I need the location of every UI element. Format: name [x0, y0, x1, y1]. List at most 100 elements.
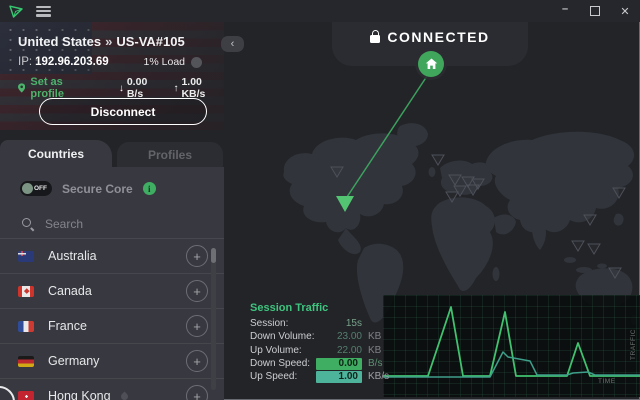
session-traffic-panel: Session Traffic Session: 15s Down Volume…	[250, 302, 396, 383]
map-arabia	[494, 214, 516, 235]
expand-plus-button[interactable]: +	[186, 245, 208, 267]
ip-value: 192.96.203.69	[35, 56, 109, 68]
traffic-label: Up Speed:	[250, 371, 298, 383]
country-name: Hong Kong	[48, 389, 111, 400]
set-as-profile-link[interactable]: Set as profile	[30, 76, 64, 100]
server-marker-icon	[612, 187, 626, 199]
info-icon[interactable]: i	[142, 182, 156, 195]
down-arrow-icon: ↓	[118, 82, 124, 94]
server-marker-icon	[461, 176, 475, 188]
tab-countries[interactable]: Countries	[0, 140, 112, 167]
map-africa	[431, 197, 495, 292]
world-map	[283, 69, 637, 325]
down-speed-value: 0.00 B/s	[126, 76, 148, 100]
traffic-label: Up Volume:	[250, 344, 302, 356]
country-name: Germany	[48, 354, 100, 368]
menu-hamburger-button[interactable]	[36, 5, 51, 17]
traffic-unit: B/s	[368, 358, 383, 370]
map-central-america	[338, 228, 361, 255]
up-speed-value: 1.00 KB/s	[181, 76, 206, 100]
traffic-unit: KB/s	[368, 371, 390, 383]
map-japan	[613, 213, 624, 226]
server-marker-icon	[608, 267, 622, 279]
tor-droplet-icon	[119, 391, 130, 400]
up-speed-badge: 1.00	[316, 370, 362, 383]
server-marker-icon	[466, 184, 480, 196]
graph-y-axis-label: TRAFFIC	[630, 329, 637, 360]
expand-plus-button[interactable]: +	[186, 385, 208, 400]
server-marker-icon	[583, 214, 597, 226]
expand-plus-button[interactable]: +	[186, 315, 208, 337]
search-input[interactable]	[43, 216, 197, 232]
country-row-hong-kong[interactable]: Hong Kong +	[0, 379, 224, 400]
country-row-australia[interactable]: Australia +	[0, 239, 224, 274]
load-text: 1% Load	[143, 56, 185, 68]
connected-country: United States	[18, 34, 102, 49]
lock-icon	[370, 30, 381, 43]
traffic-label: Session:	[250, 318, 289, 330]
server-marker-icon	[448, 174, 462, 186]
australia-flag-icon	[18, 250, 34, 262]
server-marker-icon	[453, 185, 467, 197]
traffic-label: Down Volume:	[250, 331, 315, 343]
scrollbar-thumb[interactable]	[211, 248, 216, 263]
connection-line	[344, 69, 432, 201]
download-speed: ↓ 0.00 B/s	[116, 76, 163, 100]
germany-flag-icon	[18, 355, 34, 367]
session-traffic-title: Session Traffic	[250, 302, 329, 314]
connected-server: US-VA#105	[116, 34, 185, 49]
flag-shade	[0, 22, 224, 130]
traffic-graph: TIME TRAFFIC	[383, 295, 640, 397]
traffic-value: 22.00	[336, 344, 362, 356]
traffic-row-up-volume: Up Volume: 22.00 KB	[250, 344, 396, 357]
server-marker-icon	[471, 178, 485, 190]
secure-core-row: OFF Secure Core i	[0, 167, 224, 210]
expand-plus-button[interactable]: +	[186, 350, 208, 372]
traffic-label: Down Speed:	[250, 358, 311, 370]
search-row	[0, 210, 224, 239]
map-north-america	[283, 133, 419, 233]
ip-line: IP: 192.96.203.69	[18, 56, 109, 68]
country-list-scrollbar[interactable]	[211, 248, 216, 390]
graph-series-down-traffic	[383, 306, 640, 377]
connection-status-text: CONNECTED	[387, 29, 490, 45]
traffic-value: 23.00	[336, 331, 362, 343]
sidebar: United States» US-VA#105 IP: 192.96.203.69…	[0, 22, 224, 400]
country-name: Canada	[48, 284, 92, 298]
map-madagascar	[492, 267, 500, 281]
minimize-button[interactable]: –	[561, 3, 569, 15]
secure-core-toggle[interactable]: OFF	[20, 181, 52, 196]
graph-series-up-traffic	[383, 351, 640, 378]
up-arrow-icon: ↑	[173, 82, 179, 94]
separator: »	[105, 34, 113, 49]
collapse-panel-button[interactable]: ‹	[221, 36, 244, 52]
country-name: Australia	[48, 249, 97, 263]
map-island	[597, 263, 607, 269]
connected-location-marker-icon	[336, 196, 354, 212]
home-icon	[425, 58, 437, 69]
traffic-graph-lines	[383, 306, 640, 378]
traffic-row-up-speed: Up Speed: 1.00 KB/s	[250, 370, 396, 383]
home-node-icon	[418, 51, 444, 77]
hong-kong-flag-icon	[18, 390, 34, 400]
server-marker-icon	[445, 191, 459, 203]
country-row-canada[interactable]: Canada +	[0, 274, 224, 309]
country-row-germany[interactable]: Germany +	[0, 344, 224, 379]
traffic-unit: KB	[368, 331, 382, 343]
country-row-france[interactable]: France +	[0, 309, 224, 344]
close-button[interactable]: ✕	[620, 5, 630, 18]
traffic-row-down-speed: Down Speed: 0.00 B/s	[250, 357, 396, 370]
titlebar: – ✕	[0, 0, 640, 22]
tab-profiles[interactable]: Profiles	[117, 142, 223, 167]
countries-panel: OFF Secure Core i Australia + Canada +	[0, 167, 224, 400]
map-asia	[485, 131, 635, 233]
toggle-knob	[22, 183, 33, 194]
maximize-button[interactable]	[580, 0, 610, 22]
traffic-unit: KB	[368, 344, 382, 356]
disconnect-button[interactable]: Disconnect	[39, 98, 207, 125]
traffic-value: 15s	[345, 318, 362, 330]
map-india	[532, 218, 546, 250]
server-marker-icon	[587, 243, 601, 255]
expand-plus-button[interactable]: +	[186, 280, 208, 302]
traffic-row-down-volume: Down Volume: 23.00 KB	[250, 330, 396, 343]
